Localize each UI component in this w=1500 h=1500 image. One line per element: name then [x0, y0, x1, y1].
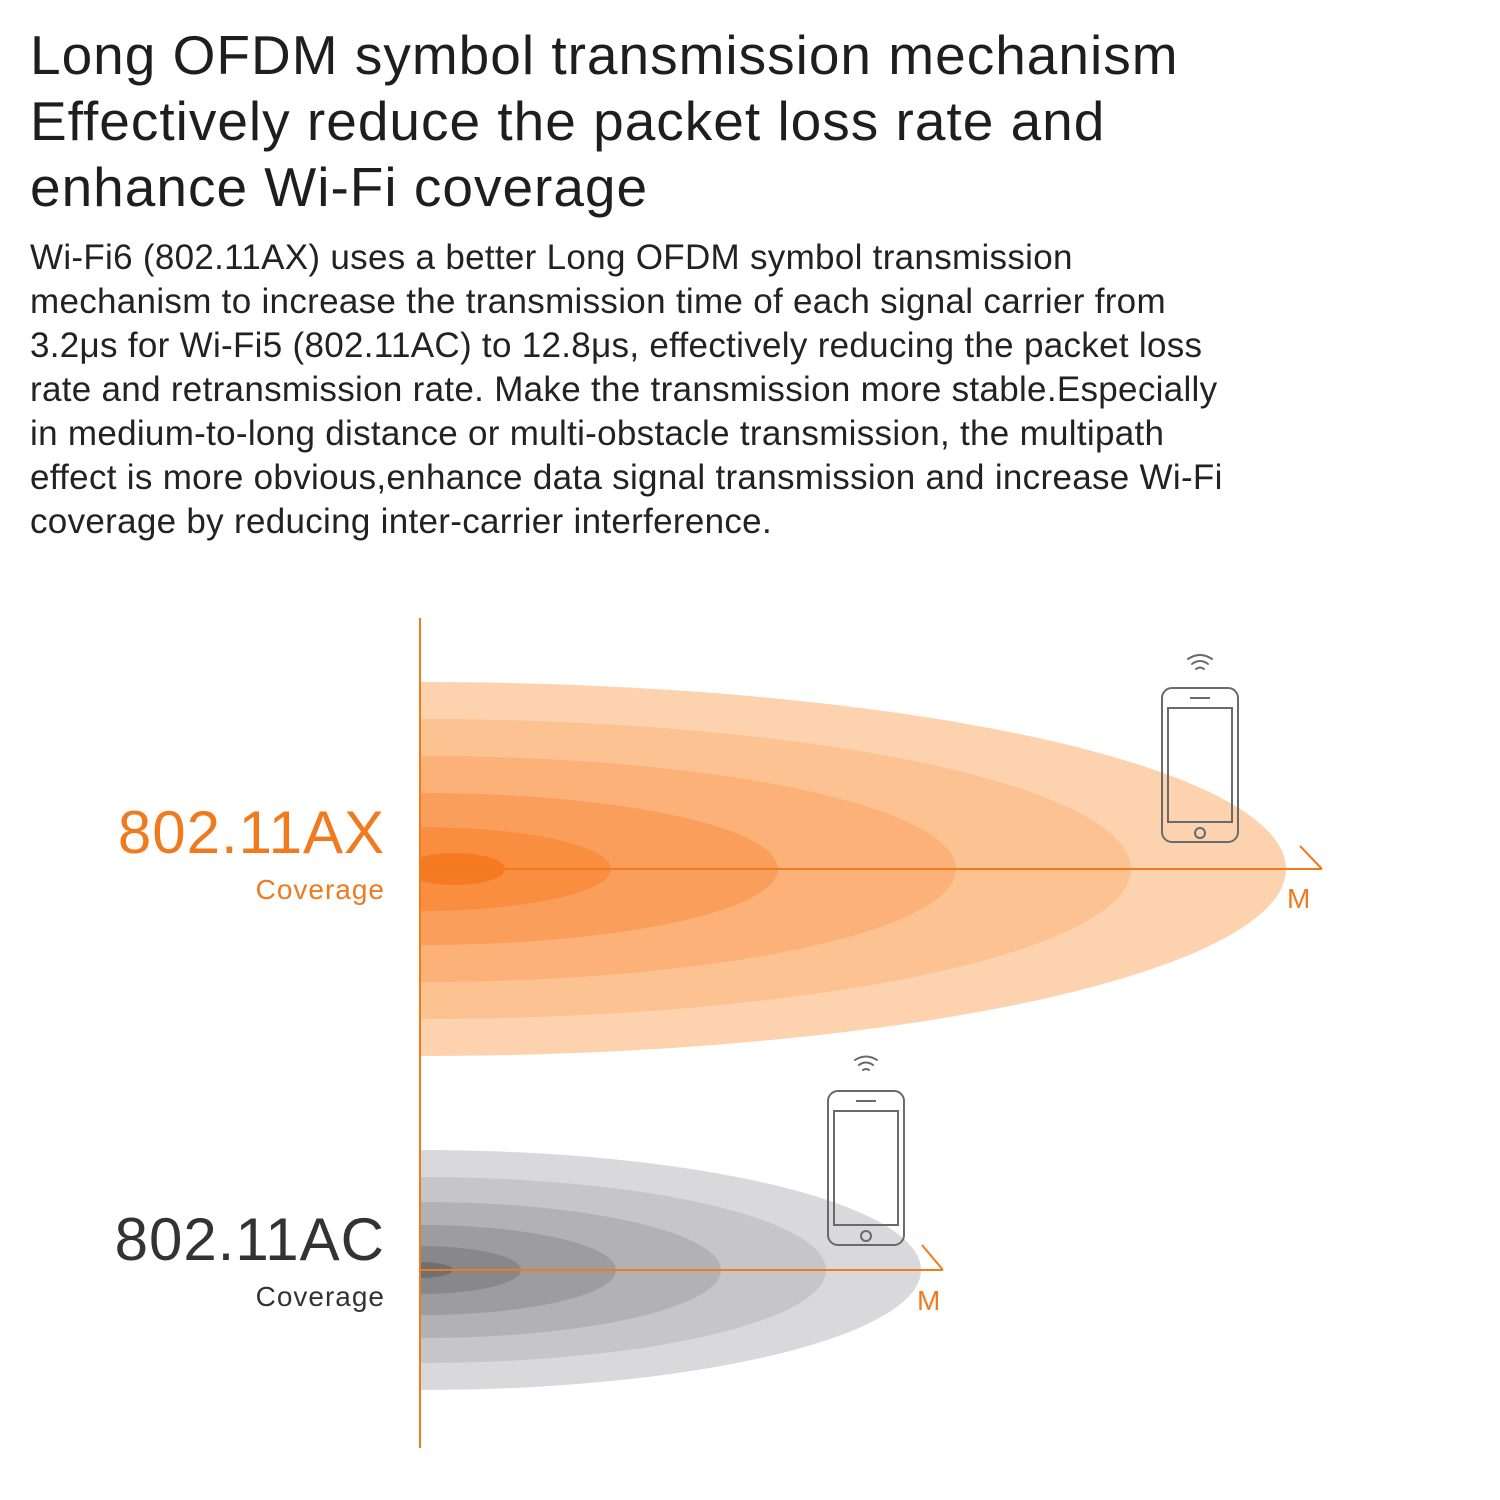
coverage-diagram — [419, 618, 1323, 1448]
ac-wifi-icon — [854, 1055, 878, 1071]
ax-standard-label: 802.11AX — [117, 799, 385, 866]
ax-wifi-icon — [1187, 654, 1213, 670]
ac-coverage-label: Coverage — [255, 1281, 385, 1312]
ac-standard-label: 802.11AC — [114, 1206, 385, 1273]
description-line: mechanism to increase the transmission t… — [30, 282, 1166, 321]
headline-line: enhance Wi-Fi coverage — [30, 156, 649, 218]
description-paragraph: Wi-Fi6 (802.11AX) uses a better Long OFD… — [30, 236, 1480, 544]
axes — [419, 618, 1323, 1448]
ax-axis-unit-label: M — [1287, 883, 1311, 914]
ax-phone-icon — [1161, 687, 1239, 843]
description-line: coverage by reducing inter-carrier inter… — [30, 502, 772, 541]
description-line: rate and retransmission rate. Make the t… — [30, 370, 1218, 409]
ax-coverage-label: Coverage — [255, 874, 385, 905]
headline: Long OFDM symbol transmission mechanism … — [30, 22, 1470, 220]
description-line: in medium-to-long distance or multi-obst… — [30, 414, 1165, 453]
description-line: effect is more obvious,enhance data sign… — [30, 458, 1223, 497]
description-line: Wi-Fi6 (802.11AX) uses a better Long OFD… — [30, 238, 1073, 277]
ac-axis-unit-label: M — [917, 1285, 941, 1316]
ac-phone-icon — [827, 1090, 905, 1246]
description-line: 3.2μs for Wi-Fi5 (802.11AC) to 12.8μs, e… — [30, 326, 1203, 365]
headline-line: Long OFDM symbol transmission mechanism — [30, 24, 1179, 86]
headline-line: Effectively reduce the packet loss rate … — [30, 90, 1106, 152]
ax-axis-arrow — [1299, 845, 1323, 870]
ac-axis-arrow — [921, 1244, 944, 1271]
